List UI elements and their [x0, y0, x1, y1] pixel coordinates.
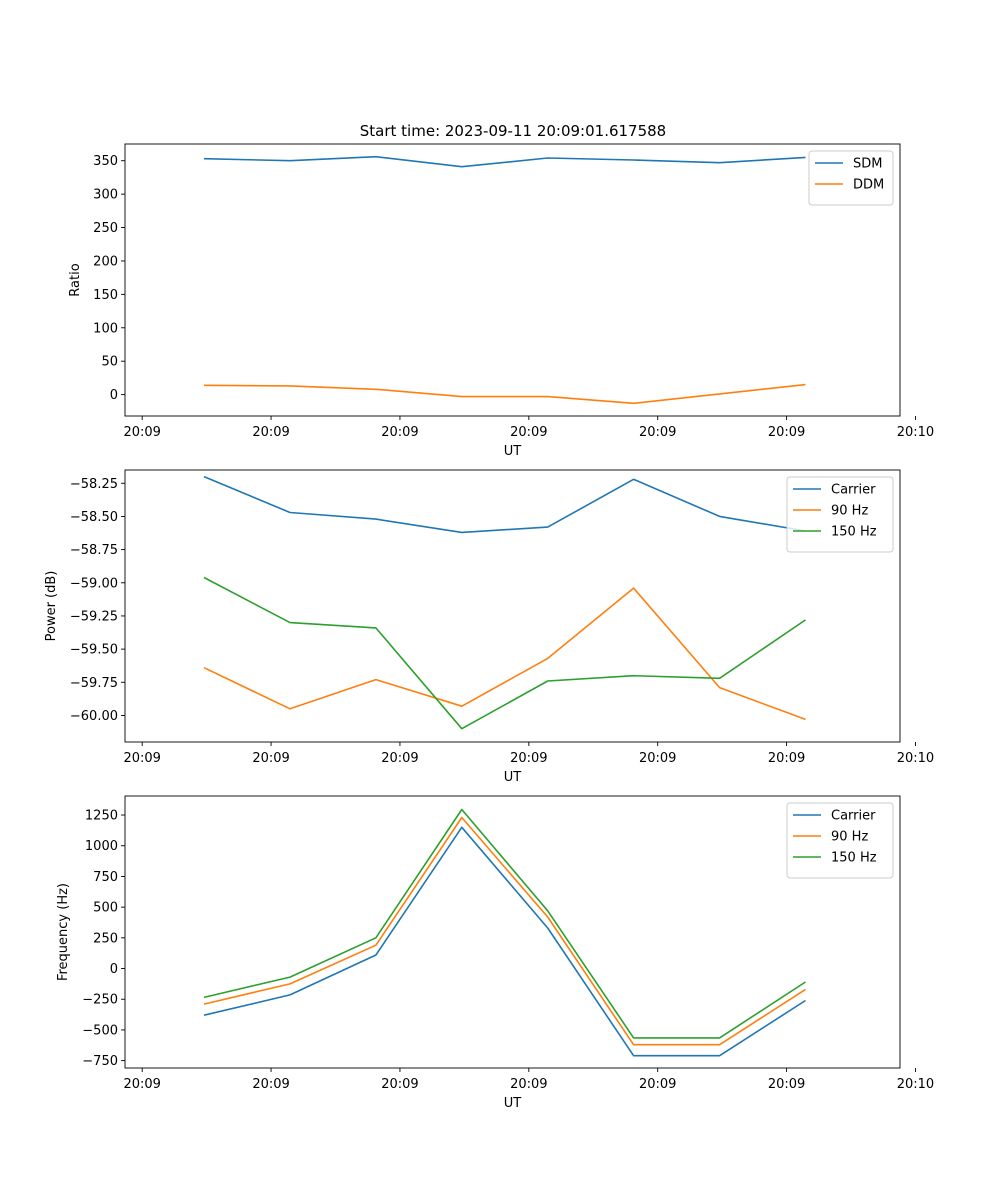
chart-title: Start time: 2023-09-11 20:09:01.617588 — [360, 122, 666, 140]
legend-box — [786, 802, 894, 879]
x-tick-label: 20:09 — [252, 425, 289, 440]
x-tick-label: 20:09 — [639, 1077, 676, 1092]
legend: SDM DDM — [808, 150, 894, 206]
y-tick-label: 0 — [110, 962, 118, 977]
y-tick-label: 100 — [93, 321, 118, 336]
x-axis-label: UT — [504, 1096, 522, 1111]
y-tick-label: 250 — [93, 221, 118, 236]
y-tick-label: 300 — [93, 188, 118, 203]
x-tick-label: 20:09 — [252, 751, 289, 766]
y-axis-label: Frequency (Hz) — [56, 883, 71, 981]
y-tick-label: 200 — [93, 254, 118, 269]
subplot-3: 20:09 20:09 20:09 20:09 20:09 20:09 20:10 −750 −… — [56, 795, 934, 1111]
x-axis-label: UT — [504, 444, 522, 459]
x-tick-label: 20:09 — [510, 425, 547, 440]
x-tick-label: 20:09 — [381, 751, 418, 766]
x-tick-label: 20:09 — [768, 1077, 805, 1092]
x-tick-label: 20:10 — [897, 1077, 934, 1092]
x-tick-label: 20:09 — [768, 425, 805, 440]
x-tick-label: 20:09 — [123, 1077, 160, 1092]
subplot-2: 20:09 20:09 20:09 20:09 20:09 20:09 20:10 −60.0… — [44, 469, 934, 785]
series-line-90-hz — [203, 587, 806, 721]
x-axis-label: UT — [504, 770, 522, 785]
y-tick-label: 500 — [93, 901, 118, 916]
y-tick-label: 1250 — [85, 809, 118, 824]
y-axis-label: Ratio — [68, 263, 83, 296]
x-tick-label: 20:09 — [768, 751, 805, 766]
axes-frame — [124, 143, 901, 417]
axes-frame — [124, 795, 901, 1069]
y-tick-label: −500 — [82, 1023, 118, 1038]
series-line-carrier — [203, 475, 806, 534]
y-tick-label: −59.00 — [70, 576, 118, 591]
subplot-1: 20:09 20:09 20:09 20:09 20:09 20:09 20:10 0 50 10… — [68, 143, 934, 459]
legend-label: DDM — [853, 178, 884, 193]
x-tick-label: 20:10 — [897, 751, 934, 766]
y-tick-label: 350 — [93, 154, 118, 169]
series-line-ddm — [203, 383, 806, 405]
y-tick-label: 1000 — [85, 839, 118, 854]
legend-label: 150 Hz — [831, 525, 877, 540]
legend-label: 90 Hz — [831, 830, 868, 845]
y-tick-label: 150 — [93, 288, 118, 303]
legend-label: SDM — [853, 157, 882, 172]
legend-box — [808, 150, 894, 206]
legend-box — [786, 476, 894, 553]
y-tick-label: 250 — [93, 931, 118, 946]
legend-label: Carrier — [831, 809, 876, 824]
plot-area: 20:09 20:09 20:09 20:09 20:09 20:09 20:10 0 50 10… — [44, 143, 934, 1111]
series-line-150-hz — [203, 808, 806, 1039]
y-tick-label: −58.25 — [70, 477, 118, 492]
y-tick-label: −58.50 — [70, 510, 118, 525]
x-tick-label: 20:09 — [639, 425, 676, 440]
series-line-150-hz — [203, 576, 806, 730]
legend: Carrier 90 Hz 150 Hz — [786, 476, 894, 553]
y-tick-label: −59.50 — [70, 643, 118, 658]
x-tick-label: 20:09 — [381, 1077, 418, 1092]
series-line-sdm — [203, 155, 806, 168]
legend-label: Carrier — [831, 483, 876, 498]
y-axis-label: Power (dB) — [44, 571, 59, 642]
y-tick-label: −59.75 — [70, 676, 118, 691]
x-tick-label: 20:09 — [639, 751, 676, 766]
x-tick-label: 20:09 — [123, 425, 160, 440]
y-tick-label: 0 — [110, 388, 118, 403]
legend-label: 150 Hz — [831, 851, 877, 866]
series-line-90-hz — [203, 816, 806, 1046]
y-tick-label: 50 — [101, 355, 118, 370]
x-tick-label: 20:10 — [897, 425, 934, 440]
y-tick-label: −59.25 — [70, 609, 118, 624]
y-tick-label: −750 — [82, 1054, 118, 1069]
x-tick-label: 20:09 — [510, 1077, 547, 1092]
y-tick-label: −60.00 — [70, 709, 118, 724]
y-tick-label: 750 — [93, 870, 118, 885]
x-tick-label: 20:09 — [123, 751, 160, 766]
axes-frame — [124, 469, 901, 743]
x-tick-label: 20:09 — [252, 1077, 289, 1092]
y-tick-label: −58.75 — [70, 543, 118, 558]
legend: Carrier 90 Hz 150 Hz — [786, 802, 894, 879]
series-line-carrier — [203, 826, 806, 1057]
x-tick-label: 20:09 — [510, 751, 547, 766]
x-tick-label: 20:09 — [381, 425, 418, 440]
legend-label: 90 Hz — [831, 504, 868, 519]
y-tick-label: −250 — [82, 993, 118, 1008]
